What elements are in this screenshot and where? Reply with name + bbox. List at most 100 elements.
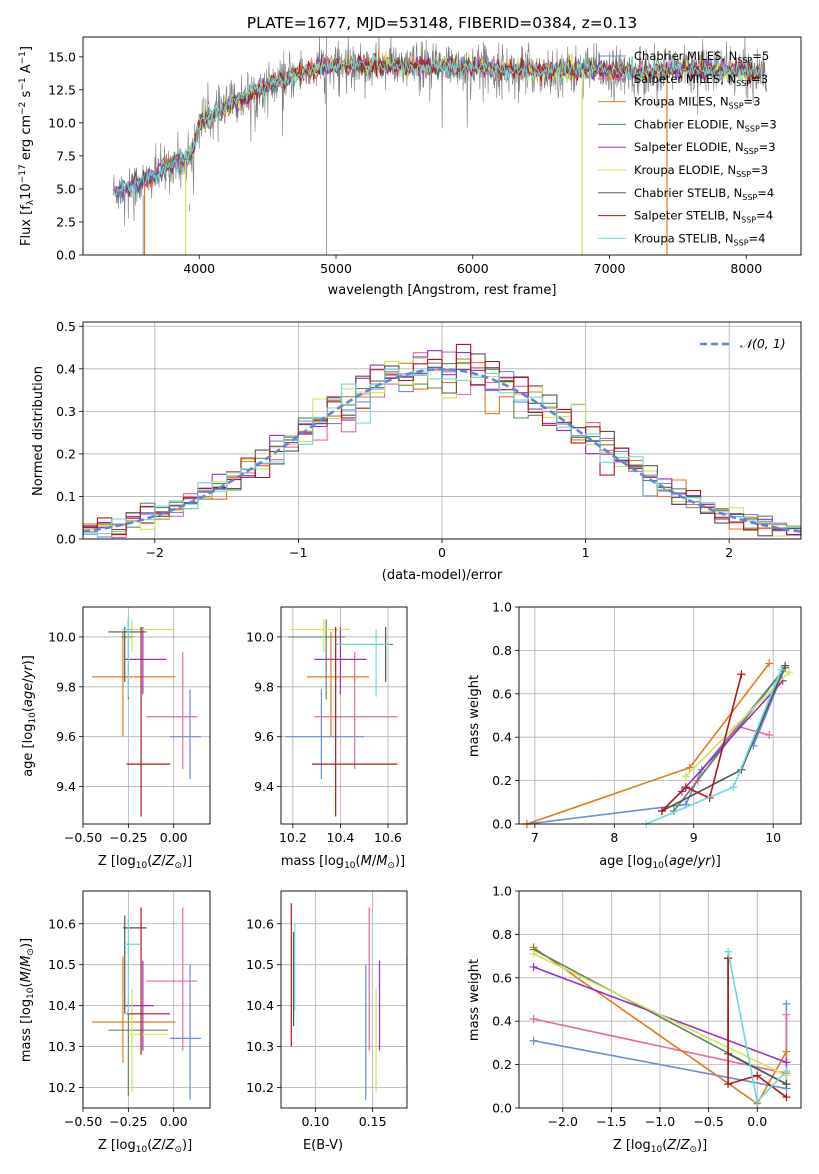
y-tick-label: 15.0 xyxy=(48,49,76,64)
legend-subscript: SSP xyxy=(736,79,751,88)
plus-marker xyxy=(765,731,774,740)
y-tick-label: 0.0 xyxy=(56,532,76,547)
y-tick-label: 0.5 xyxy=(56,319,76,334)
legend-label: Kroupa STELIB, NSSP=4 xyxy=(634,231,765,247)
plus-marker xyxy=(753,1097,762,1106)
y-tick-label: 10.3 xyxy=(48,1039,76,1054)
residuals-xlabel: (data-model)/error xyxy=(382,568,503,583)
x-tick-label: 10.4 xyxy=(327,830,355,845)
mass-weight-line xyxy=(526,667,786,824)
x-tick-label: 8 xyxy=(610,830,618,845)
mZ-ylabel: mass [log10(M/M⊙)] xyxy=(19,938,36,1062)
ageZ-ylabel: age [log10(age/yr)] xyxy=(21,655,38,777)
y-tick-label: 10.2 xyxy=(246,1080,274,1095)
y-tick-label: 0.0 xyxy=(492,817,512,832)
legend-count: =3 xyxy=(759,140,776,154)
legend-label-normal: 𝒩(0, 1) xyxy=(740,336,786,351)
y-tick-label: 9.6 xyxy=(56,729,76,744)
plus-marker xyxy=(782,1058,791,1067)
legend-label: Chabrier ELODIE, NSSP=3 xyxy=(634,117,777,133)
plus-marker xyxy=(782,1080,791,1089)
legend-subscript: SSP xyxy=(736,170,751,179)
plus-marker xyxy=(782,1067,791,1076)
plus-marker xyxy=(724,947,733,956)
x-tick-label: 1 xyxy=(582,545,590,560)
plus-marker xyxy=(681,772,690,781)
plus-marker xyxy=(785,668,794,677)
y-tick-label: 10.3 xyxy=(246,1039,274,1054)
y-tick-label: 10.4 xyxy=(48,998,76,1013)
wAge-xlabel: age [log10(age/yr)] xyxy=(599,854,721,871)
y-tick-label: 9.6 xyxy=(254,729,274,744)
x-tick-label: 6000 xyxy=(457,261,489,276)
x-tick-label: 0.10 xyxy=(301,1114,329,1129)
mass-vs-extinction-panel: 0.10 0.15 10.2 10.3 10.4 10.5 10.6 xyxy=(246,890,408,1129)
plus-marker xyxy=(765,659,774,668)
plus-marker xyxy=(777,665,786,674)
legend-count: =3 xyxy=(751,163,768,177)
plus-marker xyxy=(782,1093,791,1102)
y-tick-label: 10.0 xyxy=(48,629,76,644)
plus-marker xyxy=(529,1036,538,1045)
y-tick-label: 9.4 xyxy=(56,779,76,794)
x-tick-label: 7000 xyxy=(594,261,626,276)
axes-frame xyxy=(518,890,802,1109)
y-tick-label: 10.0 xyxy=(246,629,274,644)
plus-marker xyxy=(681,783,690,792)
normal-reference-curve xyxy=(83,367,801,533)
x-tick-label: −1 xyxy=(289,545,307,560)
legend-count: =5 xyxy=(752,49,769,63)
ageZ-xlabel: Z [log10(Z/Z⊙)] xyxy=(98,854,192,871)
model-fit-line xyxy=(114,55,761,198)
y-tick-label: 0.6 xyxy=(492,970,512,985)
x-tick-label: 0 xyxy=(438,545,446,560)
x-tick-label: 10.6 xyxy=(374,830,402,845)
legend-label: Salpeter STELIB, NSSP=4 xyxy=(634,209,773,225)
wZ-ylabel: mass weight xyxy=(467,959,482,1041)
legend-count: =4 xyxy=(756,209,773,223)
figure-title: PLATE=1677, MJD=53148, FIBERID=0384, z=0… xyxy=(247,14,637,32)
y-tick-label: 9.8 xyxy=(254,679,274,694)
y-tick-label: 10.5 xyxy=(246,957,274,972)
wZ-xlabel: Z [log10(Z/Z⊙)] xyxy=(613,1138,707,1155)
x-tick-label: −0.25 xyxy=(109,830,147,845)
residual-histogram xyxy=(83,368,801,539)
y-tick-label: 0.6 xyxy=(492,686,512,701)
y-tick-label: 7.5 xyxy=(56,148,76,163)
axes-frame xyxy=(82,321,802,540)
plus-marker xyxy=(657,806,666,815)
age-vs-metallicity-panel: −0.50 −0.25 0.00 9.4 9.6 9.8 10.0 xyxy=(48,606,211,845)
spectrum-xlabel: wavelength [Angstrom, rest frame] xyxy=(328,283,557,298)
y-tick-label: 10.6 xyxy=(246,916,274,931)
y-tick-label: 0.4 xyxy=(492,730,512,745)
legend-subscript: SSP xyxy=(742,193,757,202)
legend-count: =4 xyxy=(757,186,774,200)
x-tick-label: 0.0 xyxy=(747,1114,767,1129)
y-tick-label: 5.0 xyxy=(56,181,76,196)
plus-marker xyxy=(782,1010,791,1019)
mass-weight-line xyxy=(681,680,784,793)
y-tick-label: 1.0 xyxy=(492,884,512,899)
legend-label: Kroupa ELODIE, NSSP=3 xyxy=(634,163,768,179)
y-tick-label: 0.4 xyxy=(56,361,76,376)
legend-subscript: SSP xyxy=(745,124,760,133)
plus-marker xyxy=(724,1080,733,1089)
x-tick-label: 0.15 xyxy=(359,1114,387,1129)
residual-legend: 𝒩(0, 1) xyxy=(700,336,786,351)
x-tick-label: 4000 xyxy=(183,261,215,276)
y-tick-label: 10.4 xyxy=(246,998,274,1013)
plus-marker xyxy=(529,1015,538,1024)
x-tick-label: −2 xyxy=(146,545,164,560)
mass-weight-line xyxy=(661,674,743,812)
legend-label: Salpeter MILES, NSSP=3 xyxy=(634,72,768,88)
plus-marker xyxy=(685,763,694,772)
y-tick-label: 9.4 xyxy=(254,779,274,794)
plus-marker xyxy=(529,962,538,971)
x-tick-label: −0.50 xyxy=(64,1114,102,1129)
x-tick-label: −0.25 xyxy=(109,1114,147,1129)
x-tick-label: 5000 xyxy=(320,261,352,276)
legend-subscript: SSP xyxy=(729,102,744,111)
mass-weight-line xyxy=(645,669,782,824)
legend-subscript: SSP xyxy=(737,56,752,65)
